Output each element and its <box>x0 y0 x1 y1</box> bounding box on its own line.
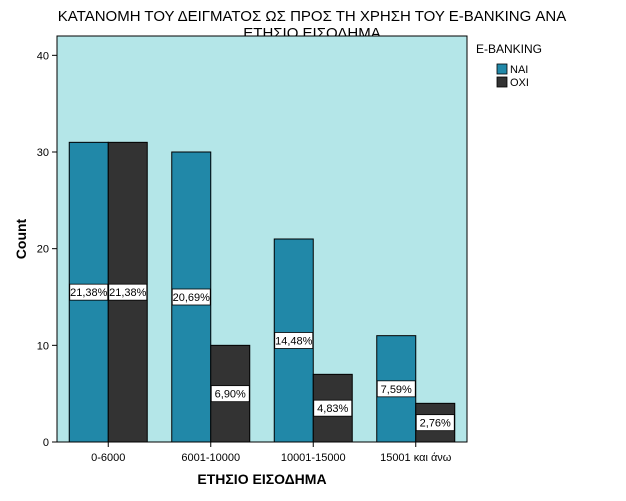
legend-label: ΝΑΙ <box>510 64 528 76</box>
data-label: 6,90% <box>215 389 246 401</box>
x-tick-label: 15001 και άνω <box>380 452 452 464</box>
y-tick-label: 30 <box>37 147 49 159</box>
y-tick-label: 10 <box>37 340 49 352</box>
data-label: 4,83% <box>317 403 348 415</box>
x-tick-label: 6001-10000 <box>181 452 240 464</box>
legend-label: ΟΧΙ <box>510 77 529 89</box>
data-label: 7,59% <box>381 384 412 396</box>
x-axis: 0-6000 6001-10000 10001-15000 15001 και άνω <box>91 442 452 464</box>
data-label: 20,69% <box>173 292 211 304</box>
x-tick-label: 10001-15000 <box>281 452 346 464</box>
data-label-box <box>313 399 353 417</box>
data-label: 21,38% <box>70 287 108 299</box>
legend-swatch <box>496 76 508 88</box>
x-axis-title: ΕΤΗΣΙΟ ΕΙΣΟΔΗΜΑ <box>197 471 326 487</box>
data-label-box <box>415 414 455 432</box>
data-label: 14,48% <box>275 336 313 348</box>
x-tick-label: 0-6000 <box>91 452 125 464</box>
data-label-box <box>274 332 314 349</box>
data-label-box <box>69 283 109 301</box>
data-label: 2,76% <box>420 418 451 430</box>
y-tick-label: 40 <box>37 50 49 62</box>
data-label-box <box>376 380 416 398</box>
data-label: 21,38% <box>109 287 147 299</box>
data-label-box <box>108 283 148 301</box>
chart-title-line-1: ΚΑΤΑΝΟΜΗ ΤΟΥ ΔΕΙΓΜΑΤΟΣ ΩΣ ΠΡΟΣ ΤΗ ΧΡΗΣΗ … <box>58 8 567 25</box>
data-label-box <box>210 385 250 403</box>
y-tick-label: 0 <box>43 437 49 449</box>
y-tick-label: 20 <box>37 244 49 256</box>
y-axis-title: Count <box>13 218 29 259</box>
data-labels: 21,38% 21,38% 20,69% 6,90% 14,48% 4,83% 7,59% 2… <box>69 283 455 432</box>
legend-swatch <box>496 63 508 75</box>
data-label-box <box>171 288 211 306</box>
legend-title: E-BANKING <box>476 42 542 56</box>
y-axis: 0 10 20 30 40 <box>37 50 57 449</box>
